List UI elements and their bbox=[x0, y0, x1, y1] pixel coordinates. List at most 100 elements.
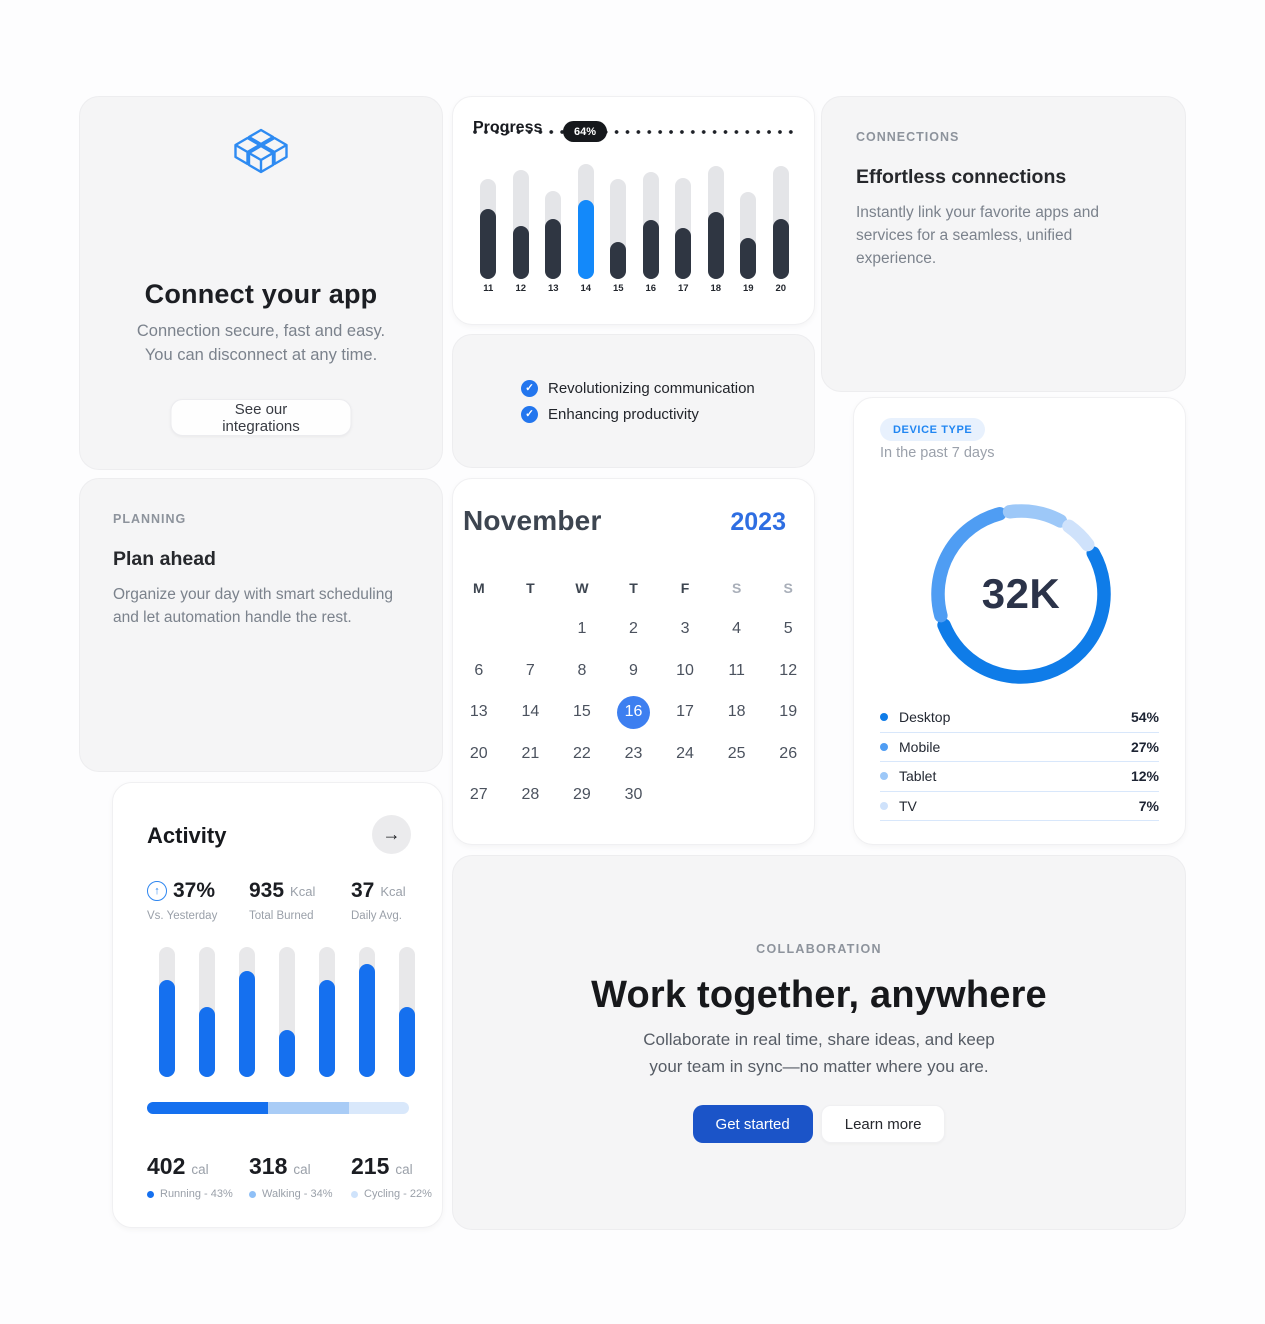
calendar-year-selector[interactable]: 2023 bbox=[730, 508, 786, 536]
calendar-card: November 2023 M T W T F S S 1 2 3 4 5 6 7 8 9 10 11 12 13 14… bbox=[452, 478, 815, 845]
learn-more-button[interactable]: Learn more bbox=[820, 1105, 946, 1143]
calendar-day[interactable]: 20 bbox=[469, 744, 488, 762]
progress-chart bbox=[472, 164, 797, 279]
calendar-day[interactable]: 9 bbox=[629, 661, 638, 679]
calendar-day[interactable]: 1 bbox=[577, 620, 587, 638]
calendar-day[interactable]: 11 bbox=[728, 661, 745, 679]
calendar-day[interactable]: 12 bbox=[779, 661, 798, 679]
calendar-day[interactable]: 28 bbox=[521, 786, 540, 804]
calendar-day[interactable]: 22 bbox=[573, 744, 591, 762]
calendar-day[interactable]: 25 bbox=[727, 744, 746, 762]
calendar-day[interactable]: 4 bbox=[732, 620, 742, 638]
progress-bar bbox=[537, 164, 570, 279]
total-value: 318 bbox=[249, 1153, 288, 1179]
activity-expand-button[interactable]: → bbox=[372, 815, 411, 854]
activity-bar-track bbox=[159, 947, 175, 1077]
calendar-day-header: S bbox=[731, 579, 742, 596]
calendar-day[interactable]: 7 bbox=[525, 661, 535, 679]
feature-item: ✓ Revolutionizing communication bbox=[521, 379, 814, 397]
progress-bar bbox=[667, 164, 700, 279]
total-value: 215 bbox=[351, 1153, 390, 1179]
calendar-day[interactable]: 5 bbox=[783, 620, 793, 638]
legend-label: TV bbox=[899, 797, 917, 814]
feature-item: ✓ Enhancing productivity bbox=[521, 405, 814, 423]
progress-bar bbox=[602, 164, 635, 279]
legend-row: Mobile 27% bbox=[880, 733, 1159, 762]
collaboration-card: COLLABORATION Work together, anywhere Co… bbox=[452, 855, 1186, 1230]
calendar-day[interactable]: 17 bbox=[676, 703, 694, 721]
calendar-day-header: T bbox=[629, 579, 638, 596]
calendar-day[interactable]: 3 bbox=[680, 620, 690, 638]
progress-bar-track bbox=[642, 172, 659, 279]
progress-x-label: 16 bbox=[645, 283, 657, 294]
calendar-day[interactable]: 27 bbox=[469, 786, 488, 804]
device-donut-chart bbox=[931, 504, 1111, 684]
legend-value: 27% bbox=[1130, 738, 1159, 755]
progress-x-axis: 11 12 13 14 15 16 17 18 19 20 bbox=[472, 283, 797, 294]
activity-total: 318 cal Walking - 34% bbox=[249, 1153, 333, 1200]
activity-bar-track bbox=[359, 947, 375, 1077]
activity-bar-track bbox=[199, 947, 215, 1077]
calendar-day[interactable]: 21 bbox=[521, 744, 540, 762]
device-type-subtitle: In the past 7 days bbox=[880, 445, 995, 461]
activity-bar bbox=[147, 947, 187, 1077]
legend-row: TV 7% bbox=[880, 792, 1159, 821]
legend-value: 7% bbox=[1138, 797, 1159, 814]
activity-bar bbox=[387, 947, 427, 1077]
arrow-up-circle-icon: ↑ bbox=[147, 881, 167, 901]
split-segment bbox=[147, 1102, 268, 1114]
calendar-day[interactable]: 19 bbox=[779, 703, 798, 721]
progress-bar-track bbox=[512, 170, 529, 279]
activity-title: Activity bbox=[147, 823, 227, 848]
progress-bar bbox=[570, 164, 603, 279]
calendar-day[interactable]: 2 bbox=[629, 620, 638, 638]
total-caption: Running - 43% bbox=[147, 1188, 233, 1200]
calendar-day[interactable]: 8 bbox=[577, 661, 587, 679]
legend-value: 54% bbox=[1130, 709, 1159, 726]
activity-bar-fill bbox=[199, 1007, 215, 1077]
legend-row: Desktop 54% bbox=[880, 703, 1159, 733]
calendar-day[interactable]: 26 bbox=[779, 744, 798, 762]
progress-bar bbox=[505, 164, 538, 279]
calendar-day[interactable]: 15 bbox=[573, 703, 591, 721]
calendar-day[interactable]: 16 bbox=[616, 695, 650, 729]
calendar-day[interactable]: 30 bbox=[624, 786, 643, 804]
progress-bar-fill bbox=[545, 219, 562, 279]
total-unit: cal bbox=[395, 1162, 413, 1177]
stat-caption: Daily Avg. bbox=[351, 910, 402, 922]
calendar-day[interactable]: 24 bbox=[676, 744, 694, 762]
calendar-day[interactable]: 14 bbox=[521, 703, 540, 721]
progress-bar-track bbox=[577, 164, 594, 279]
progress-bar-fill bbox=[577, 200, 594, 279]
calendar-day[interactable]: 23 bbox=[624, 744, 643, 762]
stat-value: 935 bbox=[249, 879, 285, 902]
activity-bar bbox=[307, 947, 347, 1077]
activity-bar-track bbox=[239, 947, 255, 1077]
activity-split-progressbar bbox=[147, 1102, 409, 1114]
calendar-day[interactable]: 29 bbox=[573, 786, 591, 804]
progress-bar-fill bbox=[642, 220, 659, 279]
total-value: 402 bbox=[147, 1153, 186, 1179]
split-segment bbox=[267, 1102, 349, 1114]
see-integrations-button[interactable]: See our integrations bbox=[170, 399, 352, 436]
activity-bar-fill bbox=[239, 971, 255, 1077]
calendar-day[interactable]: 13 bbox=[469, 703, 488, 721]
calendar-day[interactable]: 10 bbox=[676, 661, 694, 679]
progress-x-label: 11 bbox=[483, 283, 494, 294]
legend-label: Tablet bbox=[899, 768, 937, 785]
calendar-day-header: F bbox=[680, 579, 690, 596]
progress-x-label: 12 bbox=[515, 283, 527, 294]
stat-main: ↑ 37% bbox=[147, 879, 217, 903]
progress-bar-fill bbox=[610, 242, 627, 279]
progress-bar-track bbox=[772, 166, 789, 279]
planning-card: PLANNING Plan ahead Organize your day wi… bbox=[79, 478, 443, 772]
calendar-day[interactable]: 18 bbox=[727, 703, 746, 721]
progress-bar-fill bbox=[480, 209, 497, 279]
progress-bar-track bbox=[740, 192, 757, 279]
collab-eyebrow: COLLABORATION bbox=[756, 942, 882, 956]
legend-dot-icon bbox=[880, 772, 888, 781]
calendar-day[interactable]: 6 bbox=[474, 661, 484, 679]
get-started-button[interactable]: Get started bbox=[692, 1105, 813, 1143]
connections-card: CONNECTIONS Effortless connections Insta… bbox=[821, 96, 1186, 392]
activity-bar-chart bbox=[147, 947, 427, 1077]
